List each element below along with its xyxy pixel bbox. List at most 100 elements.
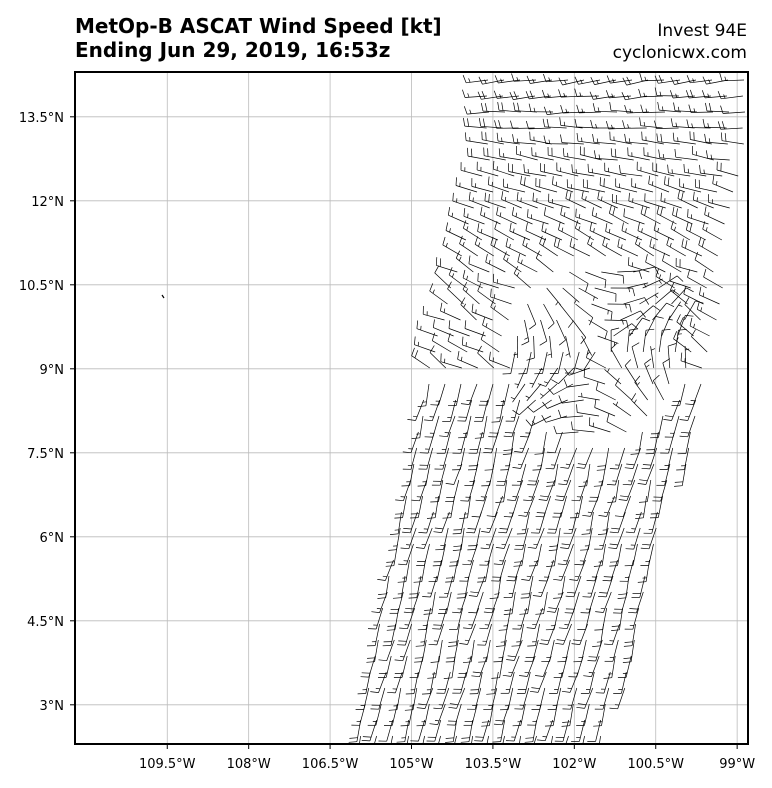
wind-barb bbox=[433, 511, 450, 533]
wind-barb bbox=[565, 735, 569, 744]
wind-barb bbox=[617, 575, 630, 599]
wind-barb bbox=[609, 511, 626, 534]
wind-barb bbox=[411, 479, 428, 502]
wind-barb bbox=[429, 345, 447, 369]
wind-barb bbox=[435, 527, 449, 551]
wind-barb bbox=[571, 164, 595, 177]
wind-barb bbox=[539, 623, 556, 645]
wind-barb bbox=[631, 178, 654, 193]
wind-barb bbox=[480, 206, 501, 225]
wind-barb bbox=[650, 346, 656, 369]
wind-barb bbox=[503, 178, 526, 193]
wind-barb bbox=[689, 131, 712, 145]
wind-barb bbox=[556, 162, 579, 177]
wind-barb bbox=[483, 431, 499, 454]
site-credit: cyclonicwx.com bbox=[612, 43, 747, 63]
wind-barb bbox=[449, 607, 464, 630]
wind-barb bbox=[366, 623, 380, 647]
wind-barb bbox=[428, 623, 444, 646]
wind-barb bbox=[555, 623, 572, 645]
wind-barb bbox=[387, 671, 403, 694]
wind-barb bbox=[613, 323, 639, 337]
wind-barb bbox=[587, 719, 602, 742]
wind-barb bbox=[491, 655, 504, 679]
wind-barb bbox=[551, 367, 575, 385]
wind-barb bbox=[505, 719, 522, 742]
wind-barb bbox=[683, 163, 707, 177]
wind-barb bbox=[565, 335, 571, 358]
wind-barb bbox=[452, 527, 465, 551]
wind-barb bbox=[432, 319, 454, 337]
wind-barb bbox=[637, 222, 659, 241]
wind-barb bbox=[512, 399, 536, 416]
wind-barb bbox=[588, 479, 604, 502]
wind-barb bbox=[361, 719, 378, 742]
wind-barb bbox=[417, 383, 430, 407]
wind-barb bbox=[516, 145, 538, 161]
wind-barb bbox=[564, 367, 590, 376]
wind-barb bbox=[382, 623, 396, 647]
wind-barb bbox=[477, 272, 499, 289]
wind-barb bbox=[489, 575, 502, 599]
wind-barb bbox=[588, 319, 608, 340]
wind-barb bbox=[559, 303, 574, 328]
wind-barb bbox=[594, 399, 616, 417]
wind-barb bbox=[495, 527, 513, 549]
wind-barb bbox=[705, 150, 730, 161]
wind-barb bbox=[576, 132, 600, 145]
wind-barb bbox=[656, 463, 671, 486]
wind-barb bbox=[545, 447, 562, 470]
wind-barb bbox=[488, 415, 504, 438]
wind-barb bbox=[565, 190, 586, 209]
wind-barb bbox=[466, 511, 482, 534]
wind-barb bbox=[433, 687, 450, 710]
wind-barb bbox=[513, 543, 526, 567]
wind-barb bbox=[525, 222, 547, 241]
wind-barb bbox=[598, 495, 615, 517]
wind-barb bbox=[624, 543, 638, 567]
wind-barb bbox=[604, 639, 619, 662]
wind-barb bbox=[496, 132, 520, 145]
lat-tick-label: 7.5°N bbox=[27, 447, 64, 462]
wind-barb bbox=[574, 88, 599, 97]
wind-barb bbox=[477, 559, 490, 583]
wind-barb bbox=[394, 639, 411, 662]
wind-barb bbox=[621, 92, 647, 101]
lon-tick-label: 102°W bbox=[552, 757, 596, 772]
wind-barb bbox=[625, 527, 641, 550]
wind-barb bbox=[548, 527, 561, 551]
wind-barb bbox=[467, 147, 490, 161]
wind-barb bbox=[426, 719, 442, 742]
wind-barb bbox=[422, 735, 425, 744]
wind-barb bbox=[474, 719, 490, 742]
wind-barb bbox=[452, 447, 466, 471]
wind-barb bbox=[461, 336, 484, 353]
wind-barb bbox=[604, 623, 620, 646]
wind-barb bbox=[448, 267, 467, 289]
wind-barb bbox=[523, 479, 540, 502]
wind-barb bbox=[704, 206, 725, 225]
wind-barb bbox=[655, 289, 680, 305]
wind-barb bbox=[424, 415, 440, 438]
wind-barb bbox=[493, 543, 510, 566]
wind-barb bbox=[619, 164, 643, 177]
wind-barb bbox=[500, 671, 515, 694]
wind-barb bbox=[483, 687, 498, 710]
wind-barb bbox=[589, 417, 611, 433]
wind-barb bbox=[640, 205, 661, 225]
wind-barb bbox=[672, 132, 696, 145]
wind-barb bbox=[541, 415, 568, 423]
wind-barb bbox=[633, 266, 659, 275]
wind-barb bbox=[699, 164, 723, 177]
wind-barb bbox=[580, 591, 596, 614]
wind-barb bbox=[560, 527, 577, 549]
wind-barb bbox=[717, 90, 743, 100]
wind-barb bbox=[357, 671, 371, 695]
wind-barb bbox=[360, 655, 376, 678]
wind-barb bbox=[658, 149, 682, 161]
wind-barb bbox=[594, 687, 610, 710]
wind-barb bbox=[644, 193, 666, 209]
wind-barb bbox=[511, 463, 527, 486]
wind-barb bbox=[716, 161, 739, 177]
wind-barb bbox=[602, 237, 622, 257]
